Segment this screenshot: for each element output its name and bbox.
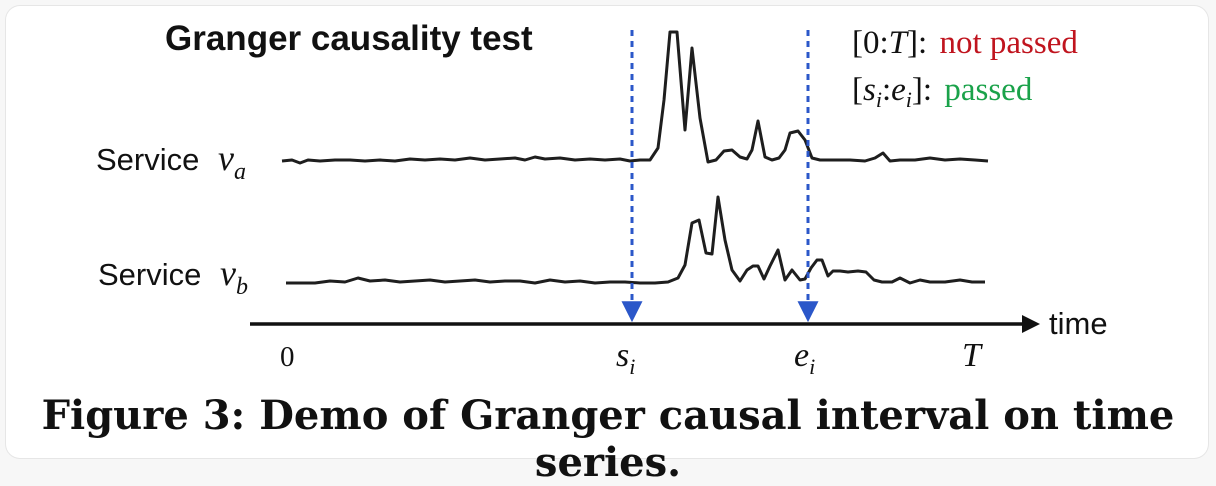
- series-line-a: [281, 30, 989, 165]
- tick-zero: 0: [280, 341, 295, 373]
- figure-panel: [6, 6, 1208, 458]
- legend: [0:T]: not passed [si:ei]: passed: [852, 25, 1078, 112]
- diagram-canvas: Granger causality test [0:T]: not passed…: [96, 19, 1108, 379]
- legend-status-passed: passed: [944, 72, 1032, 108]
- time-axis-arrow-icon: [1022, 315, 1040, 333]
- legend-sub-interval: [si:ei]: passed: [852, 72, 1033, 112]
- legend-full-interval: [0:T]: not passed: [852, 25, 1078, 61]
- series-label-a: Service va: [96, 138, 246, 185]
- diagram-title: Granger causality test: [165, 19, 533, 58]
- time-axis-label: time: [1049, 306, 1108, 341]
- series-label-b: Service vb: [98, 253, 248, 300]
- tick-end: ei: [794, 337, 815, 379]
- series-line-b: [286, 195, 985, 285]
- tick-start: si: [616, 337, 635, 379]
- legend-status-not-passed: not passed: [939, 25, 1078, 61]
- figure-caption: Figure 3: Demo of Granger causal interva…: [41, 392, 1175, 486]
- tick-T: T: [962, 337, 983, 374]
